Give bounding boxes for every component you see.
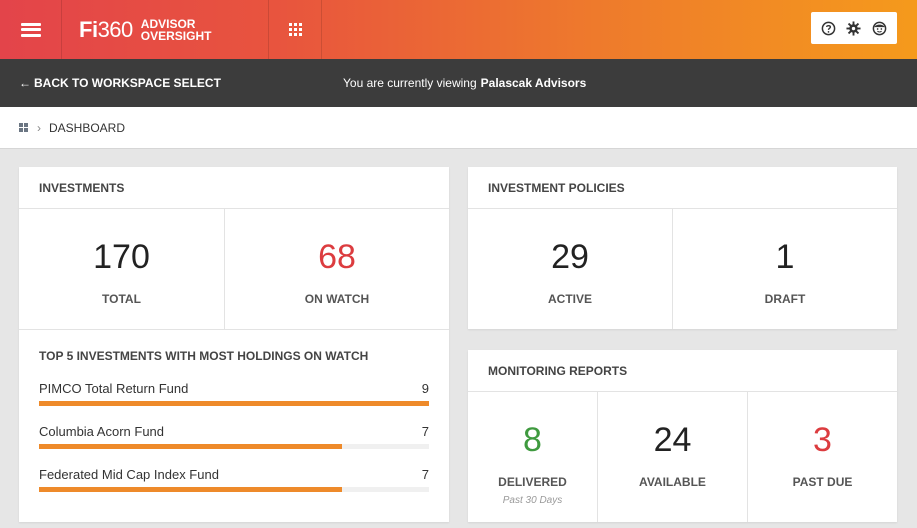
stat-delivered[interactable]: 8 DELIVERED Past 30 Days bbox=[468, 392, 598, 522]
holding-bar-track bbox=[39, 401, 429, 406]
card-title: INVESTMENT POLICIES bbox=[468, 167, 897, 209]
stat-label: ACTIVE bbox=[547, 292, 592, 306]
workspace-bar: ← BACK TO WORKSPACE SELECT You are curre… bbox=[0, 59, 917, 107]
grid-icon bbox=[288, 23, 302, 36]
hamburger-icon bbox=[20, 22, 41, 37]
top5-section: TOP 5 INVESTMENTS WITH MOST HOLDINGS ON … bbox=[19, 329, 449, 492]
top-header: Fi360 ADVISOR OVERSIGHT bbox=[0, 0, 917, 59]
stat-value: 8 bbox=[523, 421, 542, 459]
investments-card: INVESTMENTS 170 TOTAL 68 ON WATCH TOP 5 … bbox=[19, 167, 449, 522]
stat-label: ON WATCH bbox=[304, 292, 370, 306]
brand-logo[interactable]: Fi360 ADVISOR OVERSIGHT bbox=[62, 0, 268, 59]
help-icon[interactable] bbox=[820, 19, 838, 37]
holding-item[interactable]: PIMCO Total Return Fund 9 bbox=[19, 381, 449, 406]
card-title: INVESTMENTS bbox=[19, 167, 449, 209]
stat-sublabel: Past 30 Days bbox=[502, 495, 563, 506]
stat-active[interactable]: 29 ACTIVE bbox=[468, 209, 673, 329]
holding-bar-fill bbox=[39, 487, 343, 492]
stat-value: 3 bbox=[813, 421, 832, 459]
holding-item[interactable]: Federated Mid Cap Index Fund 7 bbox=[19, 467, 449, 492]
back-to-workspace-link[interactable]: ← BACK TO WORKSPACE SELECT bbox=[19, 59, 221, 107]
current-workspace-notice: You are currently viewing Palascak Advis… bbox=[343, 59, 586, 107]
dashboard-icon[interactable] bbox=[19, 123, 28, 132]
stat-label: AVAILABLE bbox=[639, 475, 706, 489]
investment-stats: 170 TOTAL 68 ON WATCH bbox=[19, 209, 449, 329]
stat-past-due[interactable]: 3 PAST DUE bbox=[748, 392, 897, 522]
holding-name: Columbia Acorn Fund bbox=[39, 424, 165, 439]
utility-toolbar bbox=[811, 12, 897, 44]
stat-available[interactable]: 24 AVAILABLE bbox=[598, 392, 748, 522]
stat-label: DRAFT bbox=[764, 292, 806, 306]
holding-row: PIMCO Total Return Fund 9 bbox=[39, 381, 429, 397]
stat-on-watch[interactable]: 68 ON WATCH bbox=[225, 209, 449, 329]
stat-label: DELIVERED bbox=[498, 475, 567, 489]
gear-icon[interactable] bbox=[845, 19, 863, 37]
monitoring-reports-card: MONITORING REPORTS 8 DELIVERED Past 30 D… bbox=[468, 350, 897, 522]
holding-bar-fill bbox=[39, 401, 429, 406]
stat-total[interactable]: 170 TOTAL bbox=[19, 209, 225, 329]
top5-title: TOP 5 INVESTMENTS WITH MOST HOLDINGS ON … bbox=[39, 349, 369, 363]
holding-item[interactable]: Columbia Acorn Fund 7 bbox=[19, 424, 449, 449]
workspace-name: Palascak Advisors bbox=[480, 76, 587, 90]
holding-count: 7 bbox=[421, 424, 429, 439]
arrow-left-icon: ← bbox=[19, 76, 31, 90]
user-icon[interactable] bbox=[870, 19, 888, 37]
holding-count: 7 bbox=[421, 467, 429, 482]
stat-value: 68 bbox=[318, 238, 356, 276]
holding-row: Columbia Acorn Fund 7 bbox=[39, 424, 429, 440]
stat-value: 170 bbox=[93, 238, 150, 276]
stat-value: 29 bbox=[551, 238, 589, 276]
holding-row: Federated Mid Cap Index Fund 7 bbox=[39, 467, 429, 483]
breadcrumb-current: DASHBOARD bbox=[49, 120, 126, 135]
report-stats: 8 DELIVERED Past 30 Days 24 AVAILABLE 3 … bbox=[468, 392, 897, 522]
card-title: MONITORING REPORTS bbox=[468, 350, 897, 392]
product-name: ADVISOR OVERSIGHT bbox=[140, 16, 212, 43]
stat-draft[interactable]: 1 DRAFT bbox=[673, 209, 897, 329]
menu-button[interactable] bbox=[0, 0, 62, 59]
back-label: BACK TO WORKSPACE SELECT bbox=[34, 76, 221, 90]
holding-name: Federated Mid Cap Index Fund bbox=[39, 467, 219, 482]
policy-stats: 29 ACTIVE 1 DRAFT bbox=[468, 209, 897, 329]
top5-list: PIMCO Total Return Fund 9 Columbia Acorn F… bbox=[19, 381, 449, 492]
holding-bar-fill bbox=[39, 444, 343, 449]
stat-value: 24 bbox=[653, 421, 692, 459]
apps-button[interactable] bbox=[268, 0, 322, 59]
stat-label: PAST DUE bbox=[792, 475, 853, 489]
holding-count: 9 bbox=[421, 381, 429, 396]
logo-text: Fi360 bbox=[79, 16, 133, 42]
stat-label: TOTAL bbox=[102, 292, 141, 306]
holding-bar-track bbox=[39, 444, 429, 449]
breadcrumb: › DASHBOARD bbox=[0, 107, 917, 149]
investment-policies-card: INVESTMENT POLICIES 29 ACTIVE 1 DRAFT bbox=[468, 167, 897, 329]
chevron-right-icon: › bbox=[37, 120, 41, 135]
stat-value: 1 bbox=[775, 238, 795, 276]
viewing-prefix: You are currently viewing bbox=[343, 76, 477, 90]
holding-bar-track bbox=[39, 487, 429, 492]
holding-name: PIMCO Total Return Fund bbox=[39, 381, 189, 396]
